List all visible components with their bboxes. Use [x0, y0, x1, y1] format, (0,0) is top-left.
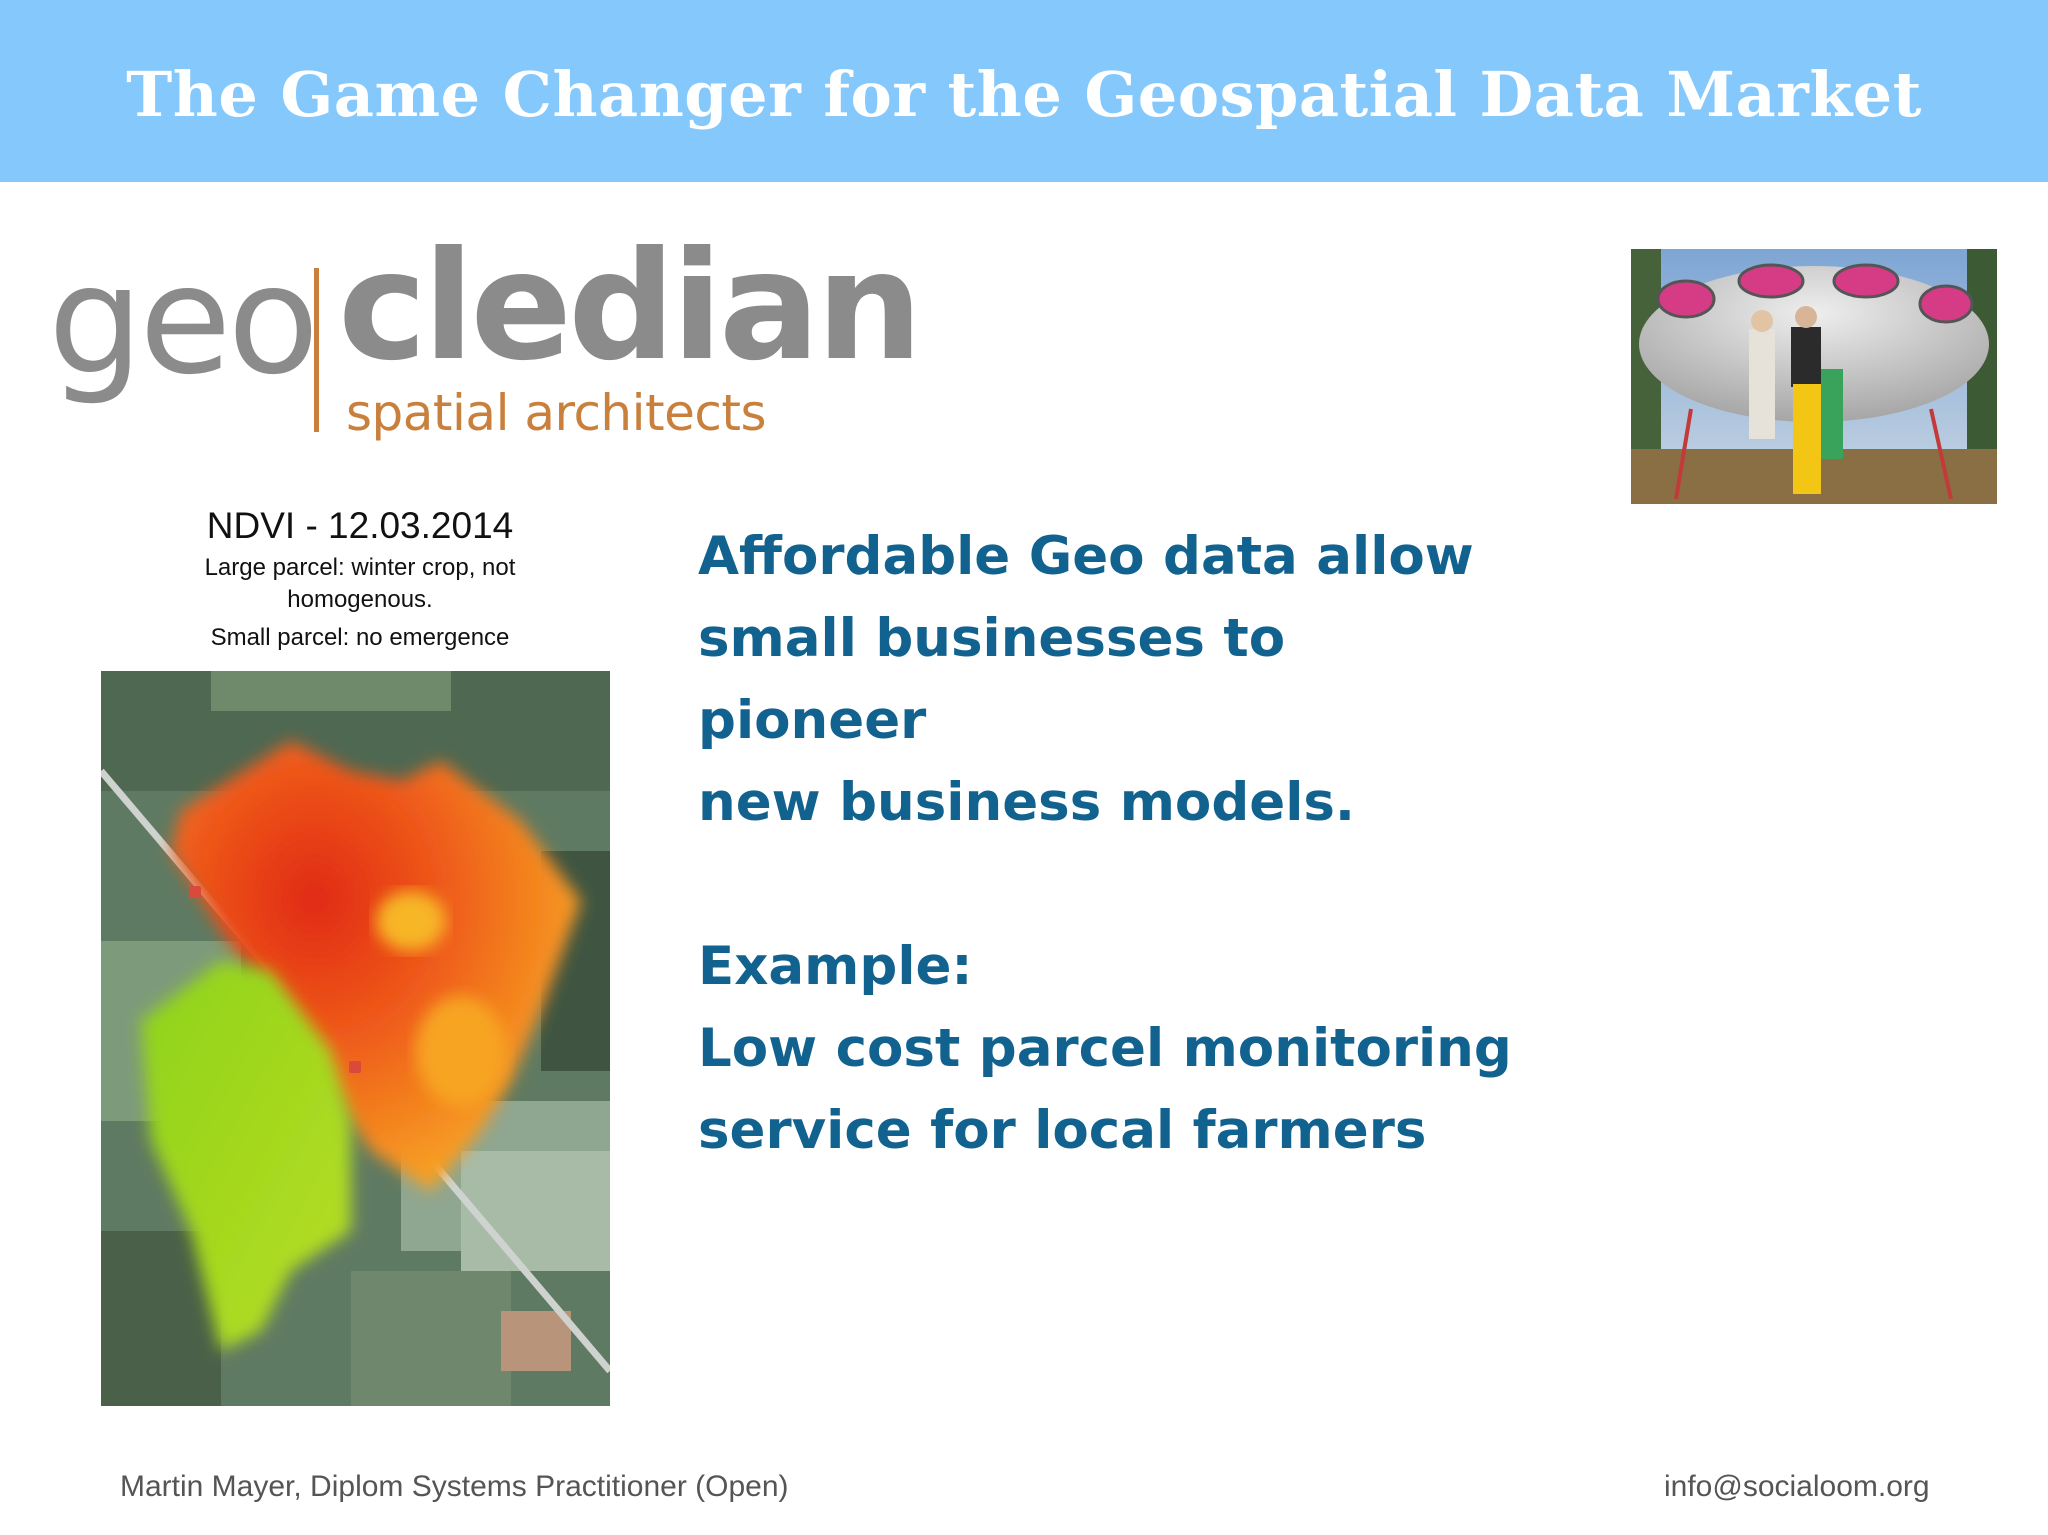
footer-author: Martin Mayer, Diplom Systems Practitione… [120, 1470, 789, 1503]
ndvi-map-graphic [101, 671, 610, 1406]
ndvi-line-3: Small parcel: no emergence [210, 624, 510, 651]
title-banner: The Game Changer for the Geospatial Data… [0, 0, 2048, 182]
example-line-2: service for local farmers [698, 1100, 1427, 1161]
logo-tagline: spatial architects [346, 384, 767, 442]
ndvi-caption: NDVI - 12.03.2014 Large parcel: winter c… [160, 500, 560, 654]
ndvi-line-1: Large parcel: winter crop, not [204, 554, 516, 581]
main-text-line-2: small businesses to pioneer [698, 608, 1286, 751]
ndvi-line-2: homogenous. [287, 586, 433, 613]
example-heading: Example: [698, 936, 973, 997]
logo-text-cledian: cledian [338, 220, 923, 394]
ufo-house-photo [1631, 249, 1997, 504]
ndvi-title: NDVI - 12.03.2014 [206, 505, 514, 546]
logo-divider [314, 268, 319, 432]
ufo-house-graphic [1631, 249, 1997, 504]
logo-text-geo: geo [48, 234, 319, 408]
main-text-line-1: Affordable Geo data allow [698, 526, 1474, 587]
ndvi-map-image [101, 671, 610, 1406]
geocledian-logo: geo cledian spatial architects [48, 232, 923, 452]
footer-email[interactable]: info@socialoom.org [1664, 1470, 1930, 1503]
main-text-line-3: new business models. [698, 772, 1356, 833]
paragraph-spacer [698, 844, 1518, 926]
slide-title: The Game Changer for the Geospatial Data… [126, 57, 1922, 131]
main-text: Affordable Geo data allow small business… [698, 516, 1518, 1172]
example-line-1: Low cost parcel monitoring [698, 1018, 1512, 1079]
